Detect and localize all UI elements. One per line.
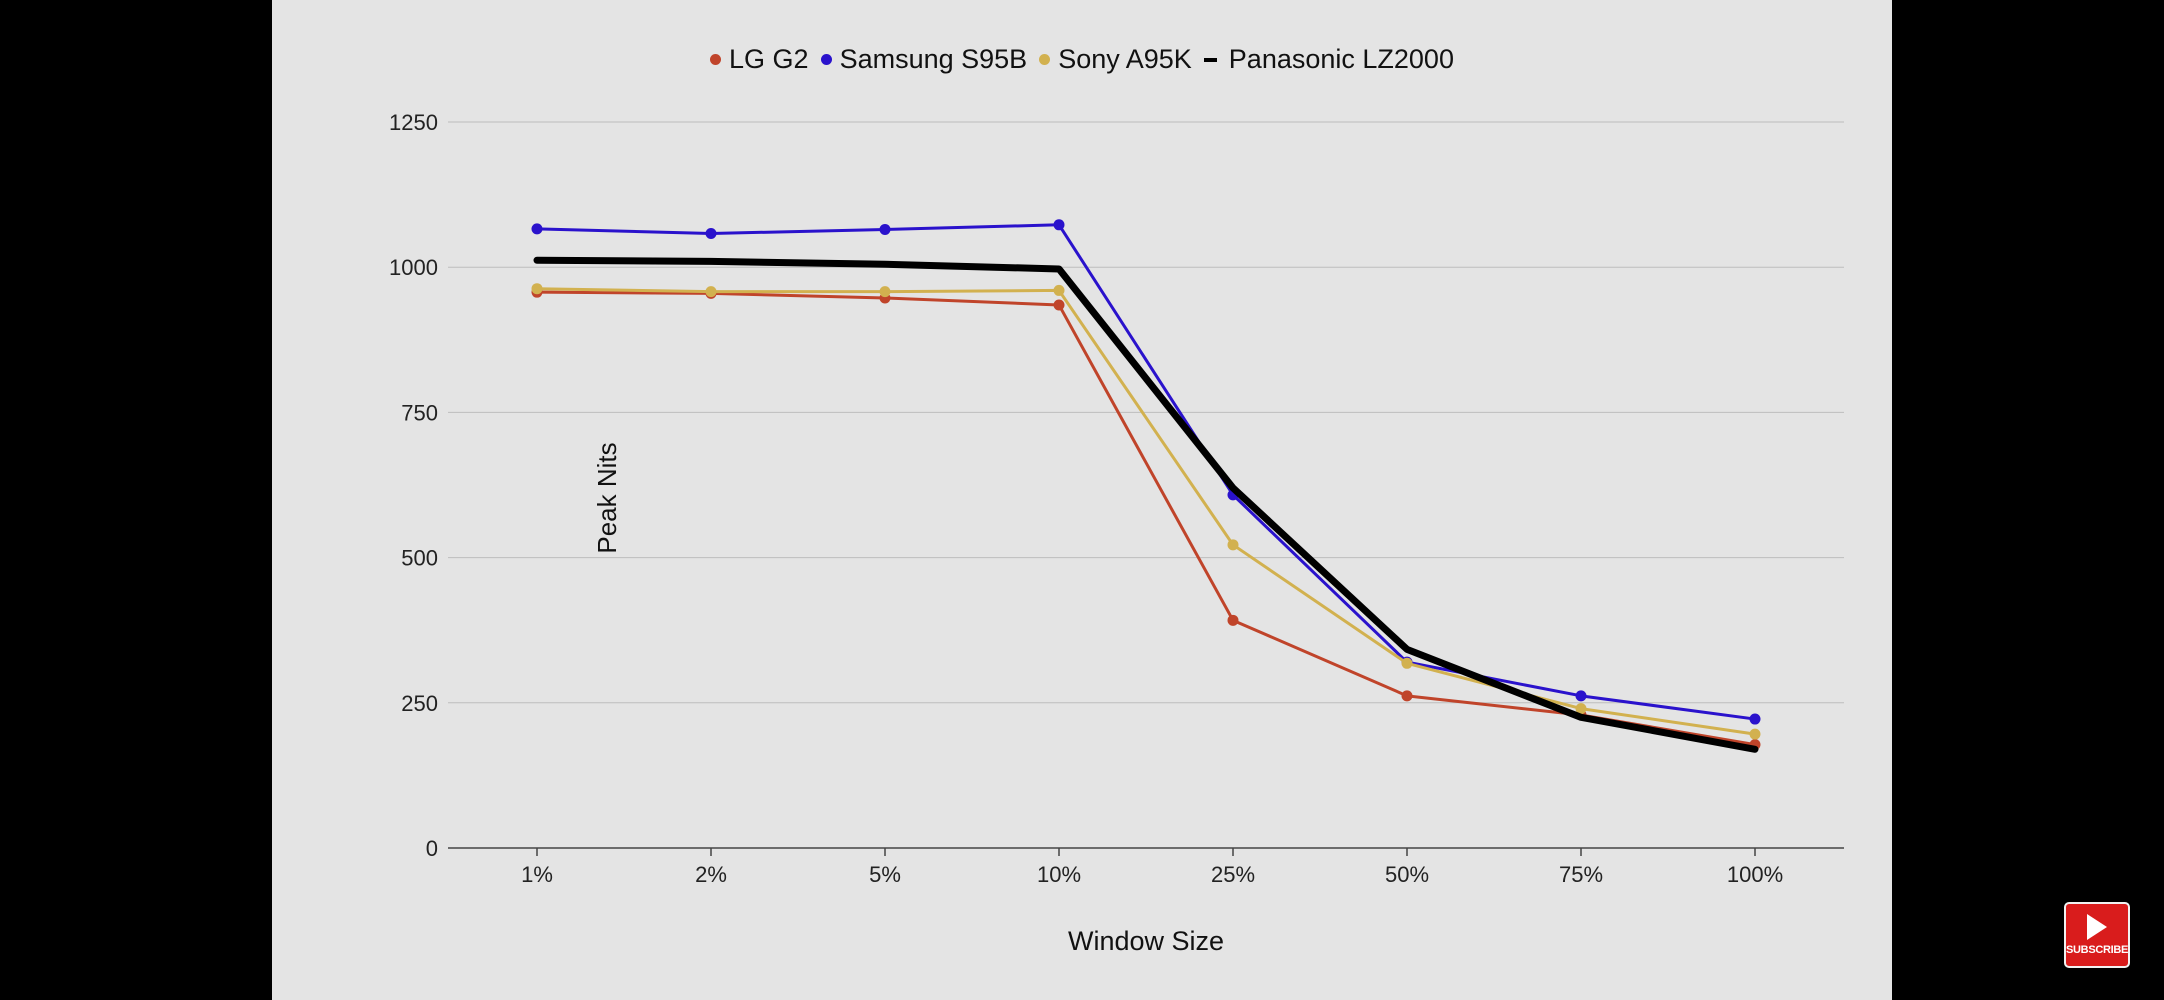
- y-tick-label: 250: [401, 691, 438, 716]
- x-tick-label: 50%: [1385, 862, 1429, 887]
- y-tick-labels: 0 250 500 750 1000 1250: [389, 110, 438, 861]
- x-tick-label: 10%: [1037, 862, 1081, 887]
- data-point-sony-a95k: [1227, 539, 1239, 551]
- y-tick-label: 1250: [389, 110, 438, 135]
- play-icon: [2087, 914, 2107, 940]
- legend-marker-panasonic-lz2000: [1203, 57, 1217, 62]
- data-point-lg-g2: [1053, 299, 1065, 311]
- y-tick-label: 500: [401, 546, 438, 571]
- x-axis-title: Window Size: [1068, 926, 1224, 956]
- series-line-sony-a95k: [535, 287, 1757, 736]
- legend-label-panasonic-lz2000: Panasonic LZ2000: [1228, 44, 1454, 74]
- subscribe-label: SUBSCRIBE: [2066, 944, 2129, 956]
- legend-label-sony-a95k: Sony A95K: [1058, 44, 1192, 74]
- data-point-sony-a95k: [879, 286, 891, 298]
- legend-marker-lg-g2: [710, 54, 722, 65]
- data-point-lg-g2: [1401, 690, 1413, 702]
- data-point-samsung-s95b: [705, 228, 717, 240]
- legend-item-samsung-s95b: Samsung S95B: [820, 44, 1028, 75]
- data-point-sony-a95k: [1575, 703, 1587, 715]
- legend-label-samsung-s95b: Samsung S95B: [839, 44, 1028, 74]
- chart-legend: LG G2 Samsung S95B Sony A95K Panasonic L…: [272, 44, 1892, 75]
- series-line-panasonic-lz2000: [533, 256, 1759, 753]
- y-tick-label: 750: [401, 400, 438, 425]
- subscribe-button[interactable]: SUBSCRIBE: [2064, 902, 2130, 968]
- data-point-samsung-s95b: [879, 223, 891, 235]
- x-tick-label: 2%: [695, 862, 727, 887]
- y-tick-label: 1000: [389, 255, 438, 280]
- series-line-samsung-s95b: [535, 223, 1757, 721]
- series-line-lg-g2: [535, 290, 1757, 747]
- data-point-sony-a95k: [1401, 657, 1413, 669]
- legend-label-lg-g2: LG G2: [729, 44, 809, 74]
- x-tick-label: 25%: [1211, 862, 1255, 887]
- legend-marker-samsung-s95b: [820, 54, 832, 65]
- x-tick-label: 1%: [521, 862, 553, 887]
- data-point-sony-a95k: [1749, 728, 1761, 740]
- data-point-lg-g2: [1227, 614, 1239, 626]
- line-chart: 0 250 500 750 1000 1250 1% 2% 5% 10% 25% 50% 75% 100…: [389, 110, 1844, 956]
- gridlines: [448, 121, 1844, 849]
- data-point-sony-a95k: [1053, 284, 1065, 296]
- data-point-samsung-s95b: [1575, 690, 1587, 702]
- y-axis-title: Peak Nits: [592, 442, 622, 553]
- data-point-sony-a95k: [705, 286, 717, 298]
- x-tick-label: 75%: [1559, 862, 1603, 887]
- series-lines: [531, 219, 1761, 753]
- x-tick-label: 5%: [869, 862, 901, 887]
- data-point-samsung-s95b: [1053, 219, 1065, 231]
- legend-item-lg-g2: LG G2: [710, 44, 809, 75]
- legend-item-panasonic-lz2000: Panasonic LZ2000: [1203, 44, 1454, 75]
- legend-marker-sony-a95k: [1039, 54, 1051, 65]
- data-point-samsung-s95b: [1749, 713, 1761, 725]
- chart-panel: LG G2 Samsung S95B Sony A95K Panasonic L…: [272, 0, 1892, 1000]
- x-tick-label: 100%: [1727, 862, 1783, 887]
- x-tick-labels: 1% 2% 5% 10% 25% 50% 75% 100%: [521, 848, 1783, 887]
- legend-item-sony-a95k: Sony A95K: [1039, 44, 1192, 75]
- y-tick-label: 0: [426, 836, 438, 861]
- data-point-sony-a95k: [531, 283, 543, 295]
- data-point-samsung-s95b: [531, 223, 543, 235]
